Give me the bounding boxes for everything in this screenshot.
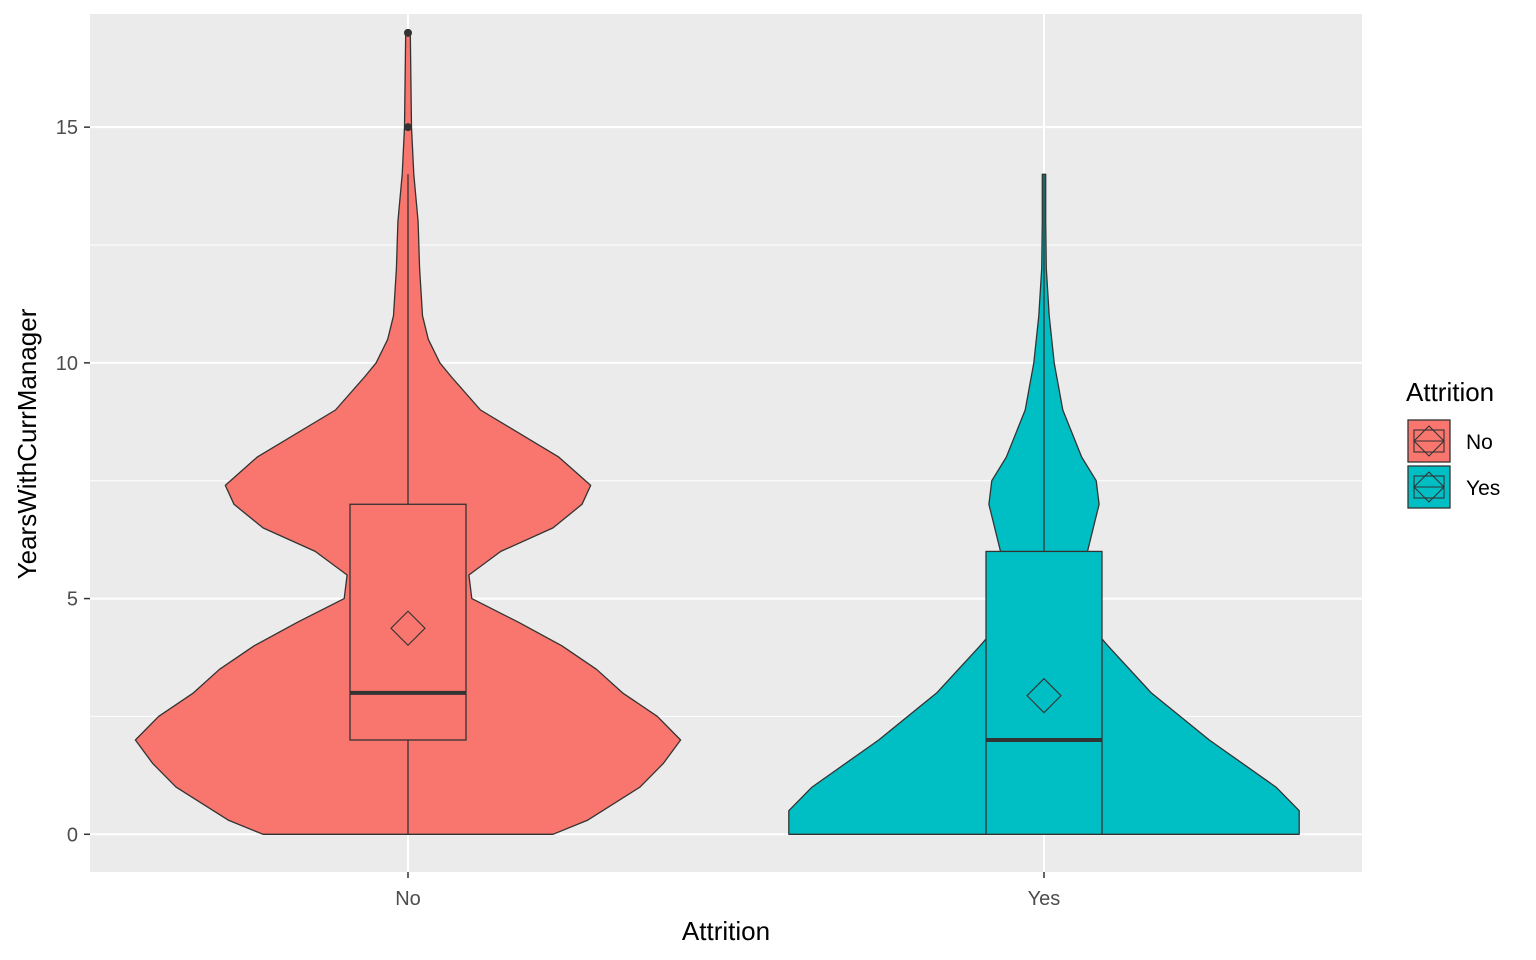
- mean-diamond: [390, 610, 426, 647]
- x-axis-title: Attrition: [682, 916, 770, 946]
- legend-key-diamond: [1413, 425, 1445, 457]
- legend-label-yes: Yes: [1466, 477, 1500, 500]
- x-tick-label: Yes: [1028, 888, 1061, 910]
- box-no: [349, 503, 467, 741]
- legend-title: Attrition: [1406, 377, 1494, 407]
- box-yes: [985, 550, 1103, 835]
- y-tick-label: 10: [56, 353, 78, 375]
- x-tick-label: No: [395, 888, 421, 910]
- y-tick-label: 5: [67, 589, 78, 611]
- mean-diamond: [1026, 677, 1062, 714]
- boxplots: [349, 28, 1103, 835]
- legend-label-no: No: [1466, 431, 1493, 454]
- legend-entries: No Yes: [1407, 419, 1500, 509]
- y-tick-label: 15: [56, 117, 78, 139]
- y-tick-label: 0: [67, 824, 78, 846]
- outlier-point: [404, 28, 412, 37]
- y-axis: 0 5 10 15: [56, 117, 90, 846]
- y-axis-title: YearsWithCurrManager: [12, 308, 42, 579]
- outlier-point: [404, 123, 412, 132]
- legend-key-diamond: [1413, 471, 1445, 503]
- legend: Attrition No Yes: [1406, 377, 1500, 509]
- x-axis: No Yes: [395, 872, 1060, 910]
